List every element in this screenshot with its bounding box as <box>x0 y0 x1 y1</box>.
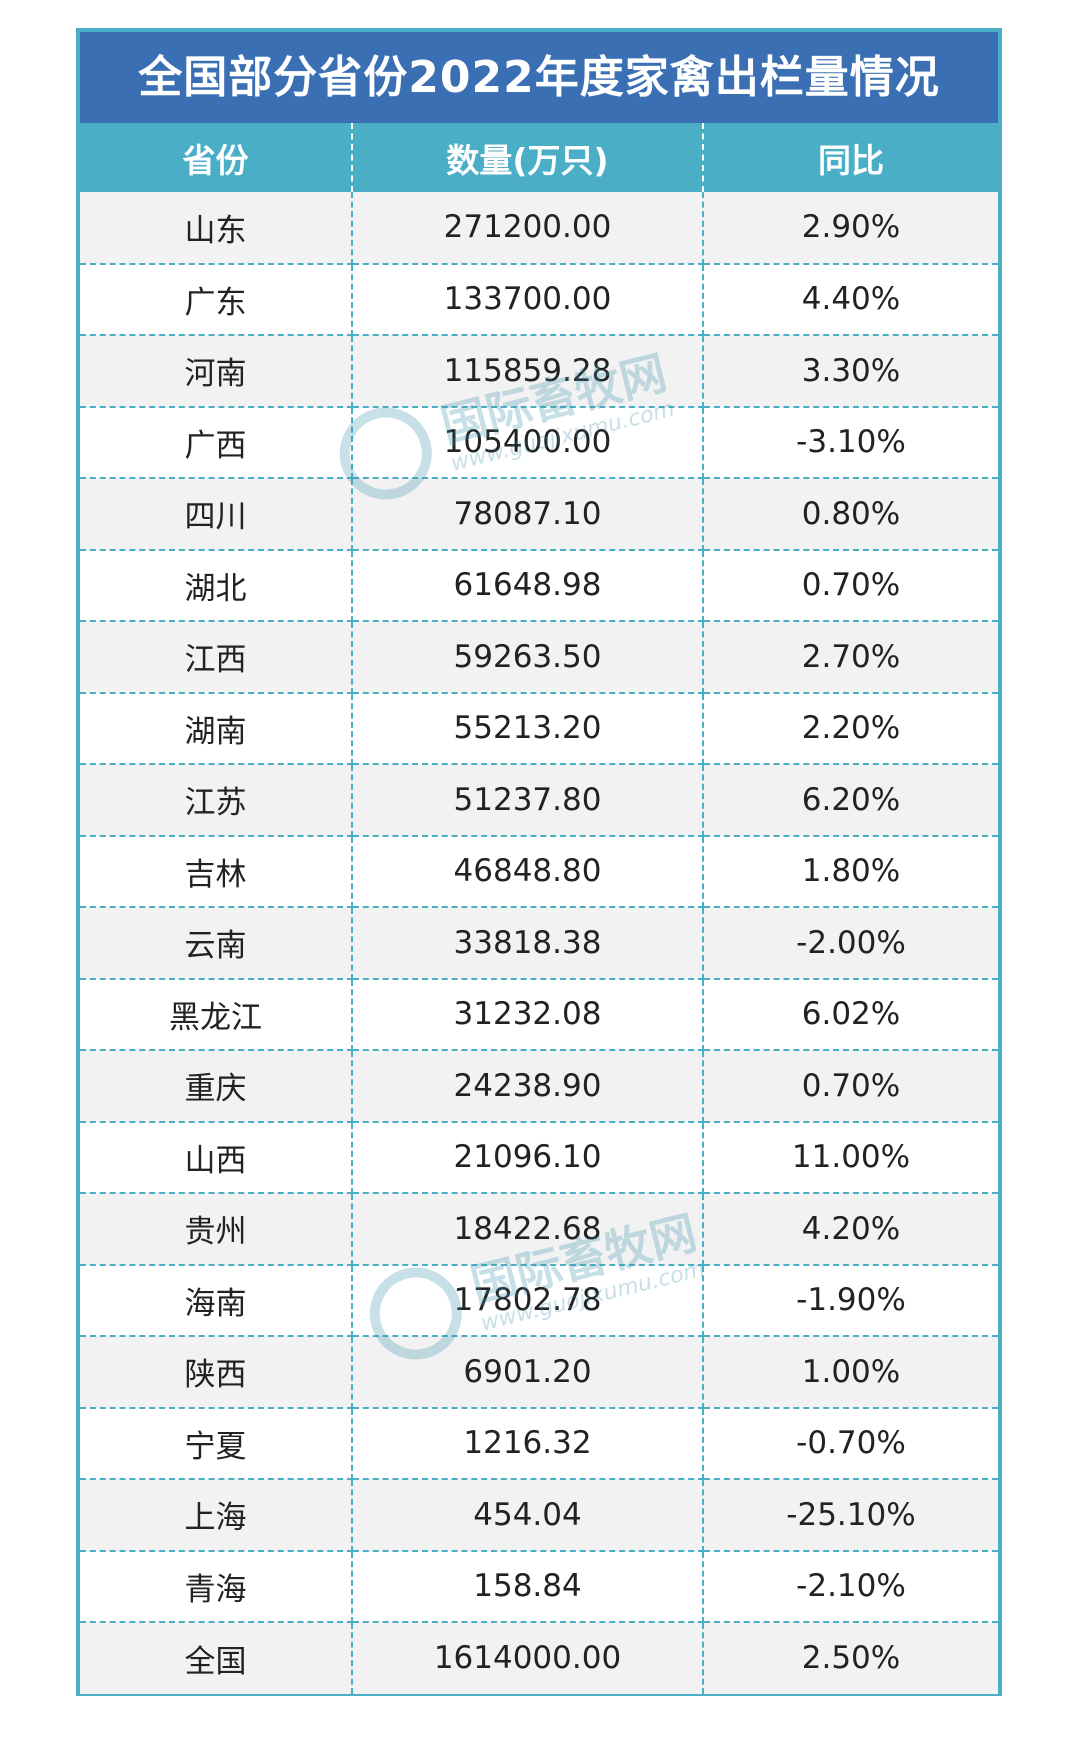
cell-quantity: 31232.08 <box>352 978 704 1051</box>
table-body: 山东 271200.00 2.90% 广东 133700.00 4.40% 河南 115859… <box>80 192 998 1694</box>
cell-province: 陕西 <box>80 1336 353 1409</box>
cell-quantity: 51237.80 <box>352 764 704 837</box>
cell-province: 湖南 <box>80 692 353 765</box>
cell-province: 广东 <box>80 263 353 336</box>
cell-yoy: -2.10% <box>703 1550 998 1623</box>
cell-province: 湖北 <box>80 549 353 622</box>
cell-quantity: 59263.50 <box>352 621 704 694</box>
cell-province: 贵州 <box>80 1193 353 1266</box>
cell-quantity: 1614000.00 <box>352 1622 704 1694</box>
cell-yoy: -25.10% <box>703 1479 998 1552</box>
table-card: 全国部分省份2022年度家禽出栏量情况 省份 数量(万只) 同比 山东 27120… <box>76 28 1002 1696</box>
table-row: 山东 271200.00 2.90% <box>80 192 998 265</box>
cell-yoy: 2.20% <box>703 692 998 765</box>
table-row: 吉林 46848.80 1.80% <box>80 835 998 908</box>
cell-yoy: 0.70% <box>703 1050 998 1123</box>
table-row: 上海 454.04 -25.10% <box>80 1479 998 1552</box>
cell-yoy: -1.90% <box>703 1264 998 1337</box>
table-row: 河南 115859.28 3.30% <box>80 335 998 408</box>
cell-yoy: 0.70% <box>703 549 998 622</box>
cell-yoy: 4.40% <box>703 263 998 336</box>
data-table: 省份 数量(万只) 同比 山东 271200.00 2.90% 广东 133700.00… <box>80 123 998 1694</box>
cell-yoy: 1.80% <box>703 835 998 908</box>
cell-yoy: -2.00% <box>703 907 998 980</box>
table-row: 海南 17802.78 -1.90% <box>80 1264 998 1337</box>
cell-yoy: -3.10% <box>703 406 998 479</box>
table-row: 江苏 51237.80 6.20% <box>80 764 998 837</box>
cell-yoy: 1.00% <box>703 1336 998 1409</box>
cell-province: 黑龙江 <box>80 978 353 1051</box>
table-row: 陕西 6901.20 1.00% <box>80 1336 998 1409</box>
table-row: 全国 1614000.00 2.50% <box>80 1622 998 1694</box>
cell-province: 山西 <box>80 1121 353 1194</box>
cell-quantity: 18422.68 <box>352 1193 704 1266</box>
cell-yoy: 2.50% <box>801 1640 901 1677</box>
cell-yoy: 4.20% <box>703 1193 998 1266</box>
cell-province: 吉林 <box>80 835 353 908</box>
table-row: 湖北 61648.98 0.70% <box>80 549 998 622</box>
cell-quantity: 158.84 <box>352 1550 704 1623</box>
cell-quantity: 33818.38 <box>352 907 704 980</box>
table-title: 全国部分省份2022年度家禽出栏量情况 <box>80 32 998 123</box>
cell-province: 云南 <box>80 907 353 980</box>
cell-quantity: 6901.20 <box>352 1336 704 1409</box>
cell-yoy: -0.70% <box>703 1407 998 1480</box>
cell-quantity: 105400.00 <box>352 406 704 479</box>
cell-yoy: 2.90% <box>703 192 998 265</box>
cell-quantity: 55213.20 <box>352 692 704 765</box>
cell-province: 江苏 <box>80 764 353 837</box>
cell-quantity: 78087.10 <box>352 478 704 551</box>
cell-yoy: 6.02% <box>703 978 998 1051</box>
cell-quantity: 46848.80 <box>352 835 704 908</box>
table-row: 重庆 24238.90 0.70% <box>80 1050 998 1123</box>
cell-province: 江西 <box>80 621 353 694</box>
header-quantity: 数量(万只) <box>352 123 704 192</box>
header-province: 省份 <box>80 123 353 192</box>
cell-province: 山东 <box>80 192 353 265</box>
table-row: 四川 78087.10 0.80% <box>80 478 998 551</box>
cell-quantity: 61648.98 <box>352 549 704 622</box>
table-row: 黑龙江 31232.08 6.02% <box>80 978 998 1051</box>
cell-province: 重庆 <box>80 1050 353 1123</box>
table-row: 青海 158.84 -2.10% <box>80 1550 998 1623</box>
table-row: 宁夏 1216.32 -0.70% <box>80 1407 998 1480</box>
cell-quantity: 17802.78 <box>352 1264 704 1337</box>
table-row: 云南 33818.38 -2.00% <box>80 907 998 980</box>
cell-province: 广西 <box>80 406 353 479</box>
header-row: 省份 数量(万只) 同比 <box>80 123 998 192</box>
cell-quantity: 133700.00 <box>352 263 704 336</box>
cell-quantity: 454.04 <box>352 1479 704 1552</box>
cell-quantity: 24238.90 <box>352 1050 704 1123</box>
cell-quantity: 271200.00 <box>352 192 704 265</box>
cell-province: 四川 <box>80 478 353 551</box>
cell-yoy: 3.30% <box>703 335 998 408</box>
cell-province: 宁夏 <box>80 1407 353 1480</box>
cell-quantity: 1216.32 <box>352 1407 704 1480</box>
cell-yoy: 0.80% <box>703 478 998 551</box>
cell-province: 上海 <box>80 1479 353 1552</box>
cell-province: 青海 <box>80 1550 353 1623</box>
table-row: 贵州 18422.68 4.20% <box>80 1193 998 1266</box>
cell-province: 海南 <box>80 1264 353 1337</box>
cell-province: 全国 <box>80 1622 353 1694</box>
cell-yoy: 2.70% <box>703 621 998 694</box>
table-row: 江西 59263.50 2.70% <box>80 621 998 694</box>
cell-yoy: 6.20% <box>703 764 998 837</box>
header-yoy: 同比 <box>818 140 884 180</box>
table-row: 广西 105400.00 -3.10% <box>80 406 998 479</box>
table-row: 山西 21096.10 11.00% <box>80 1121 998 1194</box>
cell-yoy: 11.00% <box>703 1121 998 1194</box>
table-row: 广东 133700.00 4.40% <box>80 263 998 336</box>
cell-quantity: 115859.28 <box>352 335 704 408</box>
table-row: 湖南 55213.20 2.20% <box>80 692 998 765</box>
cell-province: 河南 <box>80 335 353 408</box>
cell-quantity: 21096.10 <box>352 1121 704 1194</box>
